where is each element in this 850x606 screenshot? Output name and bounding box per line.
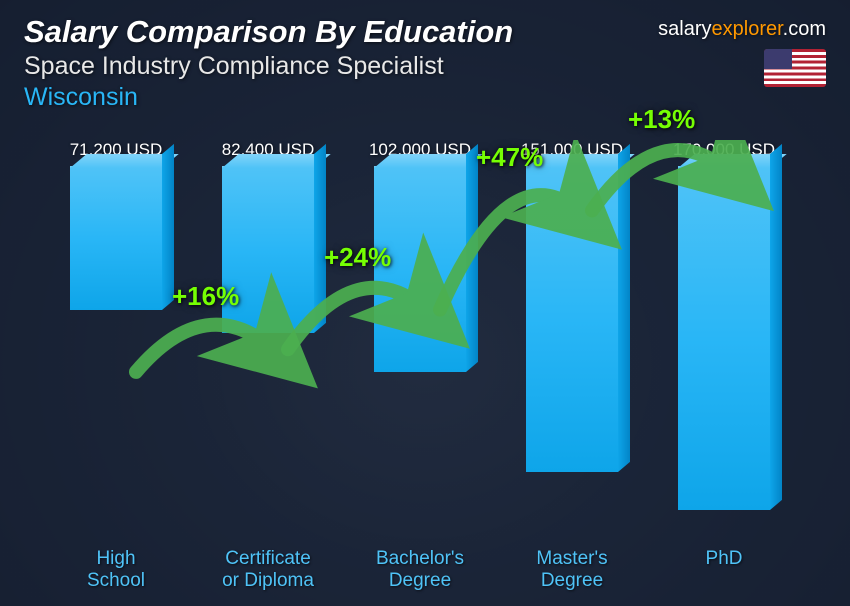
bar-wrap: 82,400 USD <box>192 140 344 544</box>
pct-increase-label: +24% <box>324 242 391 273</box>
x-label: HighSchool <box>40 544 192 592</box>
brand-block: salaryexplorer.com <box>658 18 826 87</box>
pct-increase-label: +16% <box>172 281 239 312</box>
x-label: Bachelor'sDegree <box>344 544 496 592</box>
pct-increase-label: +13% <box>628 104 695 135</box>
brand-dot: explorer <box>712 18 783 40</box>
bar-wrap: 102,000 USD <box>344 140 496 544</box>
x-label: Master'sDegree <box>496 544 648 592</box>
bar <box>70 166 162 310</box>
bar-chart: 71,200 USD82,400 USD102,000 USD151,000 U… <box>40 140 800 592</box>
x-label: PhD <box>648 544 800 592</box>
bar <box>526 166 618 472</box>
flag-icon <box>764 49 826 87</box>
bar <box>678 166 770 510</box>
brand-name: salaryexplorer.com <box>658 18 826 41</box>
pct-increase-label: +47% <box>476 142 543 173</box>
bar-wrap: 71,200 USD <box>40 140 192 544</box>
bar-wrap: 170,000 USD <box>648 140 800 544</box>
x-label: Certificateor Diploma <box>192 544 344 592</box>
page-location: Wisconsin <box>24 83 826 112</box>
x-labels: HighSchoolCertificateor DiplomaBachelor'… <box>40 544 800 592</box>
bar-wrap: 151,000 USD <box>496 140 648 544</box>
bars-container: 71,200 USD82,400 USD102,000 USD151,000 U… <box>40 140 800 544</box>
